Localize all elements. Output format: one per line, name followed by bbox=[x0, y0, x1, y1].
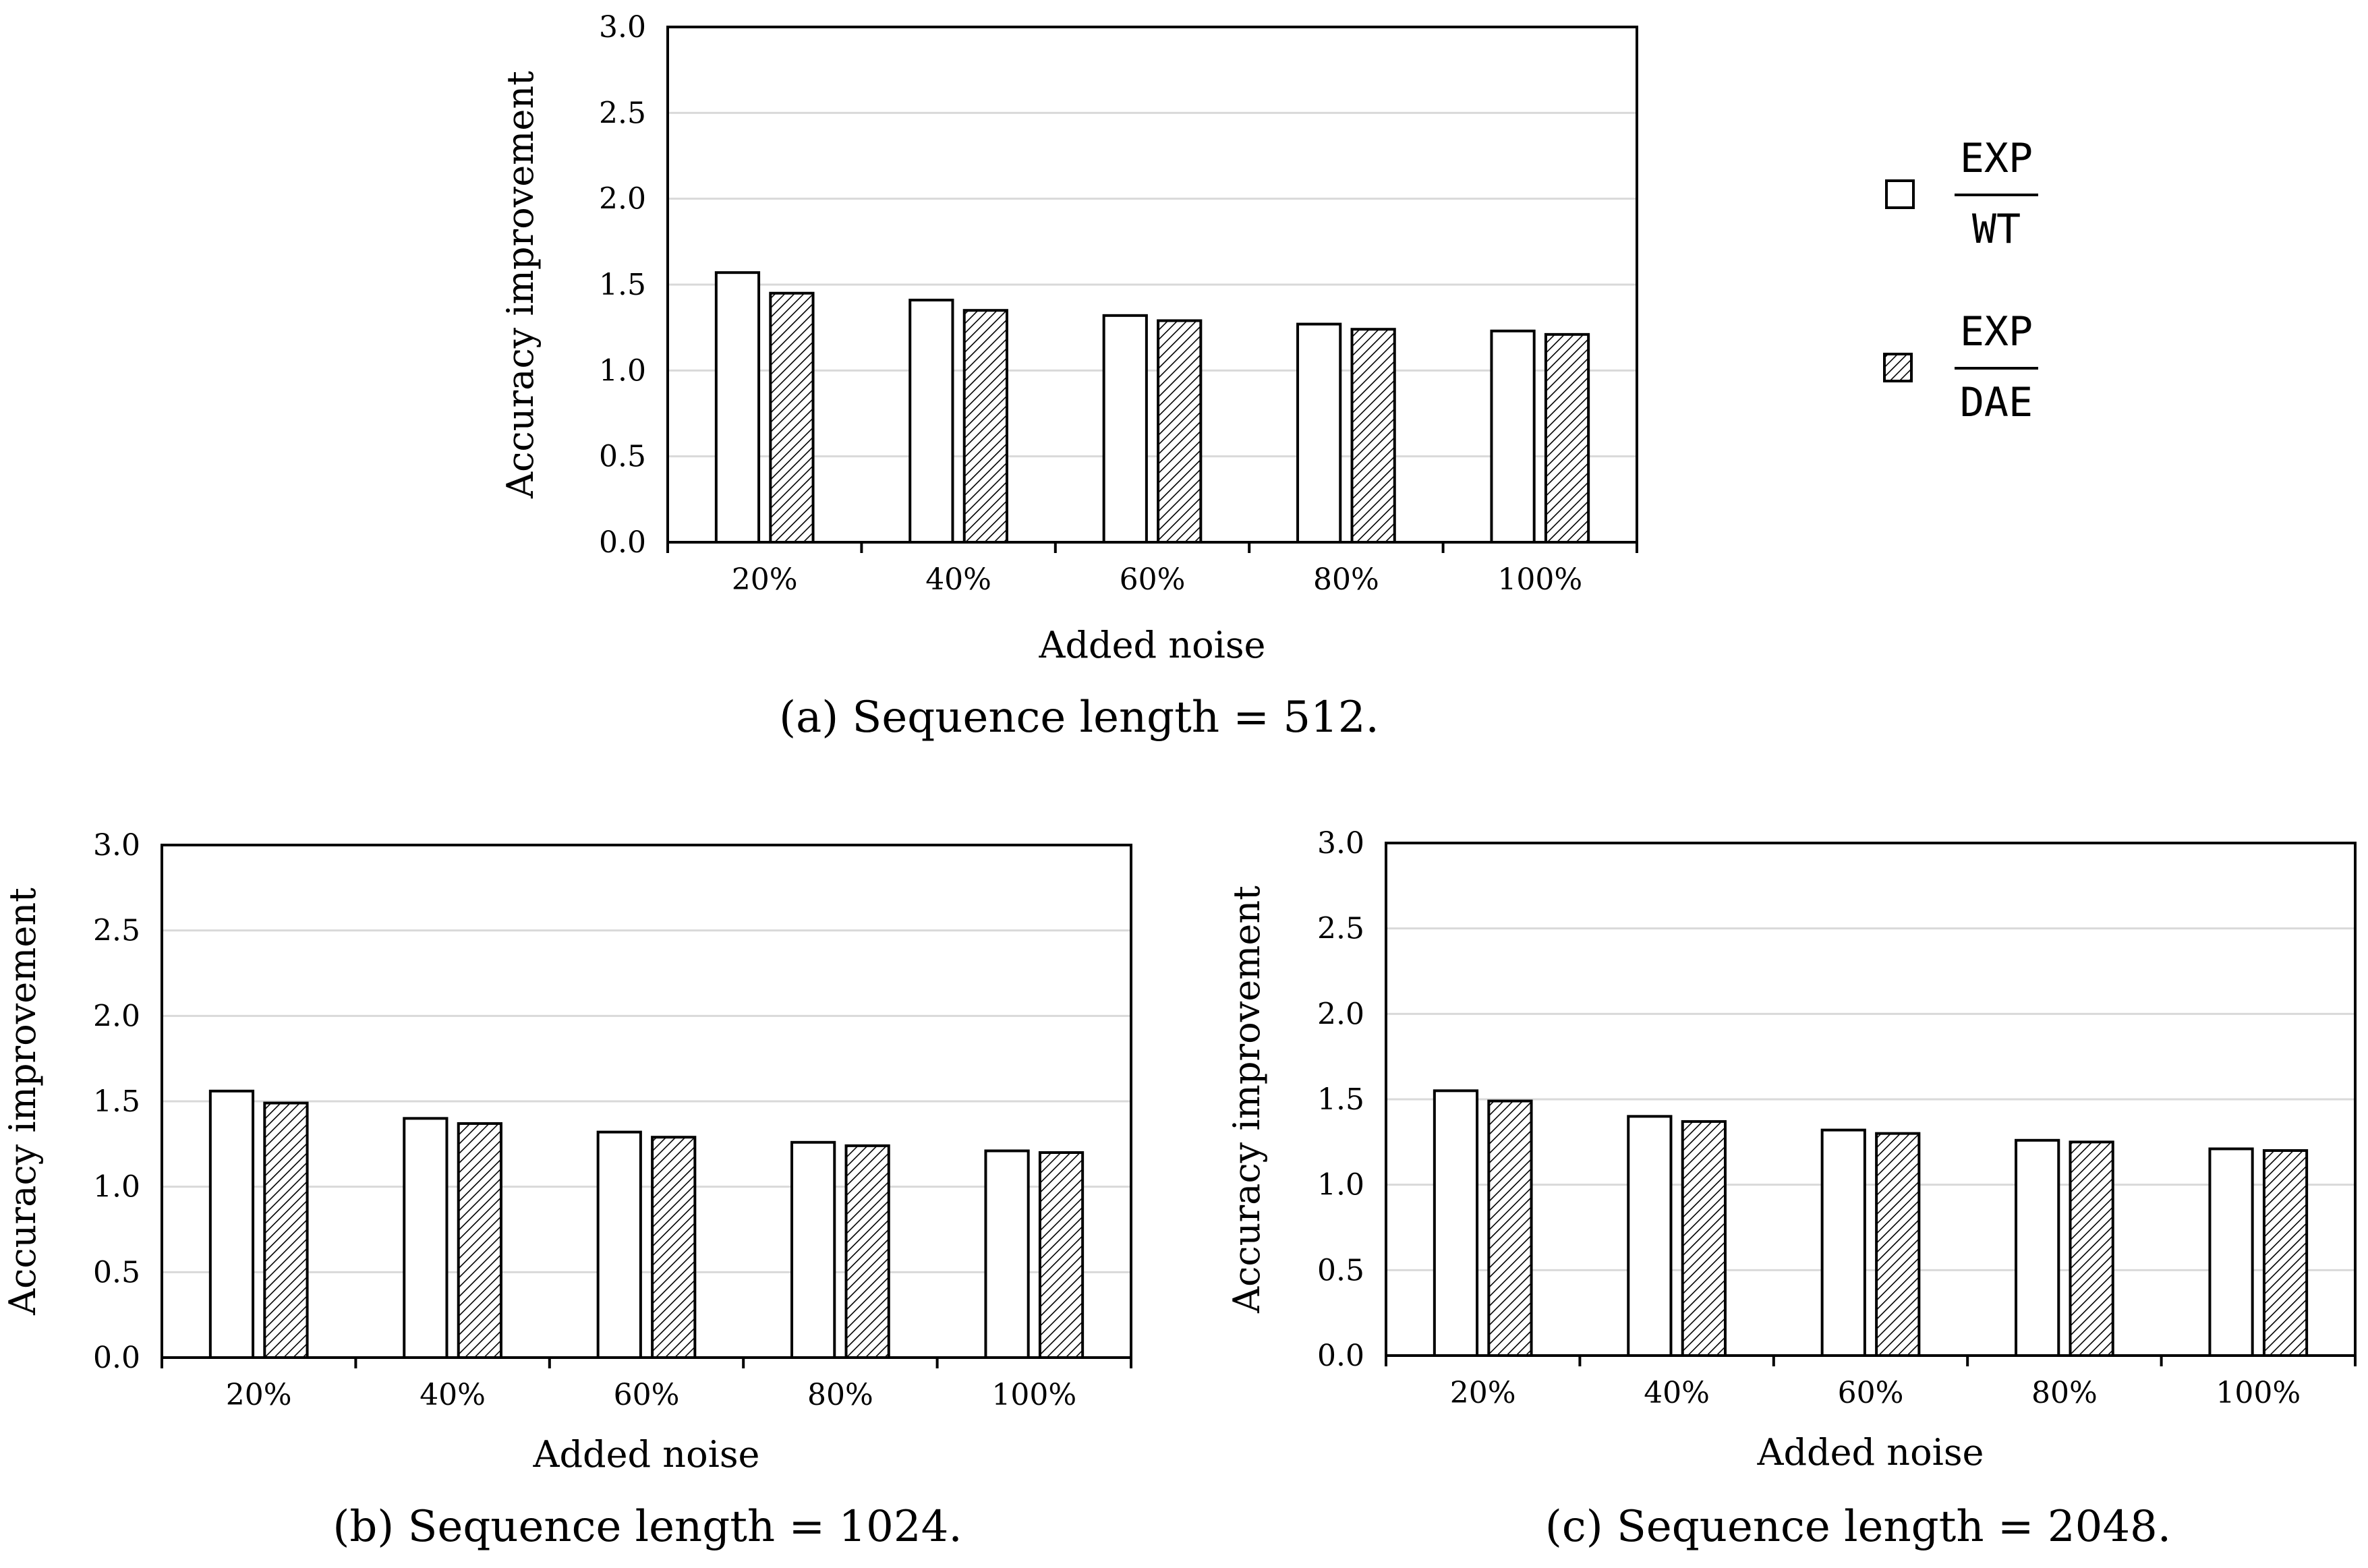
x-tick-label: 20% bbox=[1450, 1376, 1516, 1410]
bar-exp-dae-4 bbox=[1350, 328, 1396, 544]
legend: EXP WT EXP DAE bbox=[1883, 135, 2038, 426]
x-tick-label: 40% bbox=[925, 562, 991, 597]
bar-exp-wt-2 bbox=[908, 298, 954, 544]
y-tick-label: 1.5 bbox=[93, 1084, 140, 1119]
x-tick-label: 80% bbox=[2031, 1376, 2098, 1410]
bar-exp-dae-1 bbox=[263, 1101, 309, 1359]
y-axis-title: Accuracy improvement bbox=[1, 888, 44, 1316]
x-tick-label: 80% bbox=[807, 1378, 873, 1412]
x-axis-title: Added noise bbox=[1756, 1431, 1984, 1474]
bar-exp-wt-5 bbox=[984, 1149, 1030, 1359]
chart-caption: (c) Sequence length = 2048. bbox=[1545, 1502, 2171, 1552]
bar-exp-wt-1 bbox=[208, 1089, 255, 1360]
y-tick-label: 3.0 bbox=[599, 10, 646, 45]
bar-exp-dae-1 bbox=[1487, 1099, 1533, 1357]
y-tick-label: 3.0 bbox=[93, 828, 140, 863]
y-tick-label: 2.5 bbox=[599, 96, 646, 130]
bar-exp-wt-1 bbox=[714, 271, 761, 544]
legend-swatch-hatched bbox=[1883, 353, 1913, 382]
y-tick-label: 1.5 bbox=[1317, 1082, 1364, 1117]
chart-caption: (a) Sequence length = 512. bbox=[779, 693, 1379, 743]
bar-exp-dae-4 bbox=[844, 1144, 890, 1360]
x-tick-label: 80% bbox=[1313, 562, 1379, 597]
bar-exp-wt-2 bbox=[1627, 1115, 1673, 1358]
y-tick-label: 0.5 bbox=[1317, 1253, 1364, 1287]
x-tick-label: 100% bbox=[2216, 1376, 2301, 1410]
x-tick-label: 100% bbox=[991, 1378, 1076, 1412]
bar-exp-dae-5 bbox=[1544, 332, 1590, 544]
y-tick-label: 2.0 bbox=[93, 999, 140, 1033]
bar-exp-wt-3 bbox=[1102, 314, 1148, 544]
y-tick-label: 0.5 bbox=[93, 1255, 140, 1289]
y-tick-label: 0.0 bbox=[1317, 1339, 1364, 1373]
plot-frame bbox=[1385, 842, 2357, 1357]
plot-frame bbox=[666, 26, 1638, 544]
legend-denominator: DAE bbox=[1960, 379, 2033, 426]
y-tick-label: 1.0 bbox=[599, 353, 646, 388]
bar-exp-dae-1 bbox=[769, 291, 815, 544]
x-axis-title: Added noise bbox=[532, 1433, 759, 1476]
bar-exp-dae-5 bbox=[1038, 1151, 1085, 1359]
bar-exp-wt-5 bbox=[1490, 329, 1536, 544]
bar-exp-dae-3 bbox=[1875, 1132, 1921, 1357]
x-tick-label: 60% bbox=[1120, 562, 1186, 597]
legend-item-exp-dae: EXP DAE bbox=[1883, 308, 2038, 426]
y-tick-label: 3.0 bbox=[1317, 826, 1364, 861]
bar-exp-dae-2 bbox=[962, 309, 1008, 544]
y-tick-label: 1.5 bbox=[599, 268, 646, 302]
x-tick-label: 20% bbox=[226, 1378, 292, 1412]
y-tick-label: 0.0 bbox=[93, 1341, 140, 1375]
x-axis-title: Added noise bbox=[1038, 624, 1265, 666]
y-tick-label: 2.0 bbox=[1317, 997, 1364, 1031]
chart-b: 0.0 0.5 1.0 1.5 2.0 2.5 3.0 20% 40% 60% 80% 100% Add… bbox=[1, 828, 1132, 1552]
bar-exp-wt-5 bbox=[2208, 1147, 2254, 1357]
bar-exp-dae-2 bbox=[457, 1122, 502, 1360]
bar-exp-wt-3 bbox=[596, 1130, 642, 1359]
x-tick-label: 60% bbox=[1838, 1376, 1904, 1410]
y-tick-label: 0.0 bbox=[599, 525, 646, 560]
x-tick-label: 60% bbox=[614, 1378, 680, 1412]
y-tick-label: 2.5 bbox=[1317, 912, 1364, 946]
bar-exp-wt-4 bbox=[790, 1140, 836, 1360]
plot-frame bbox=[161, 844, 1132, 1359]
bar-exp-dae-4 bbox=[2069, 1140, 2114, 1358]
legend-numerator: EXP bbox=[1960, 308, 2033, 355]
bar-exp-wt-3 bbox=[1820, 1128, 1866, 1357]
y-tick-label: 2.0 bbox=[599, 182, 646, 216]
y-tick-label: 1.0 bbox=[93, 1170, 140, 1204]
bar-exp-dae-2 bbox=[1681, 1120, 1727, 1358]
bar-exp-wt-2 bbox=[403, 1117, 449, 1360]
y-tick-label: 2.5 bbox=[93, 914, 140, 948]
x-tick-label: 20% bbox=[732, 562, 798, 597]
y-axis-title: Accuracy improvement bbox=[499, 71, 542, 499]
legend-denominator: WT bbox=[1972, 206, 2021, 253]
x-tick-label: 100% bbox=[1497, 562, 1582, 597]
bar-exp-wt-4 bbox=[1296, 322, 1342, 544]
bar-exp-dae-3 bbox=[651, 1136, 697, 1359]
chart-a: 0.0 0.5 1.0 1.5 2.0 2.5 3.0 20% 40% 60% 80% 100% Add… bbox=[499, 10, 1638, 743]
legend-numerator: EXP bbox=[1960, 135, 2033, 182]
y-axis-title: Accuracy improvement bbox=[1225, 885, 1268, 1314]
legend-item-exp-wt: EXP WT bbox=[1885, 135, 2038, 253]
chart-caption: (b) Sequence length = 1024. bbox=[333, 1502, 962, 1552]
bar-exp-dae-3 bbox=[1157, 319, 1203, 544]
chart-c: 0.0 0.5 1.0 1.5 2.0 2.5 3.0 20% 40% 60% 80% 100% Add… bbox=[1225, 826, 2357, 1552]
legend-swatch-plain bbox=[1885, 179, 1915, 209]
bar-exp-wt-1 bbox=[1433, 1089, 1479, 1358]
y-tick-label: 0.5 bbox=[599, 440, 646, 474]
bar-exp-wt-4 bbox=[2015, 1138, 2060, 1358]
bar-exp-dae-5 bbox=[2262, 1149, 2309, 1357]
x-tick-label: 40% bbox=[1644, 1376, 1710, 1410]
y-tick-label: 1.0 bbox=[1317, 1168, 1364, 1202]
x-tick-label: 40% bbox=[420, 1378, 486, 1412]
